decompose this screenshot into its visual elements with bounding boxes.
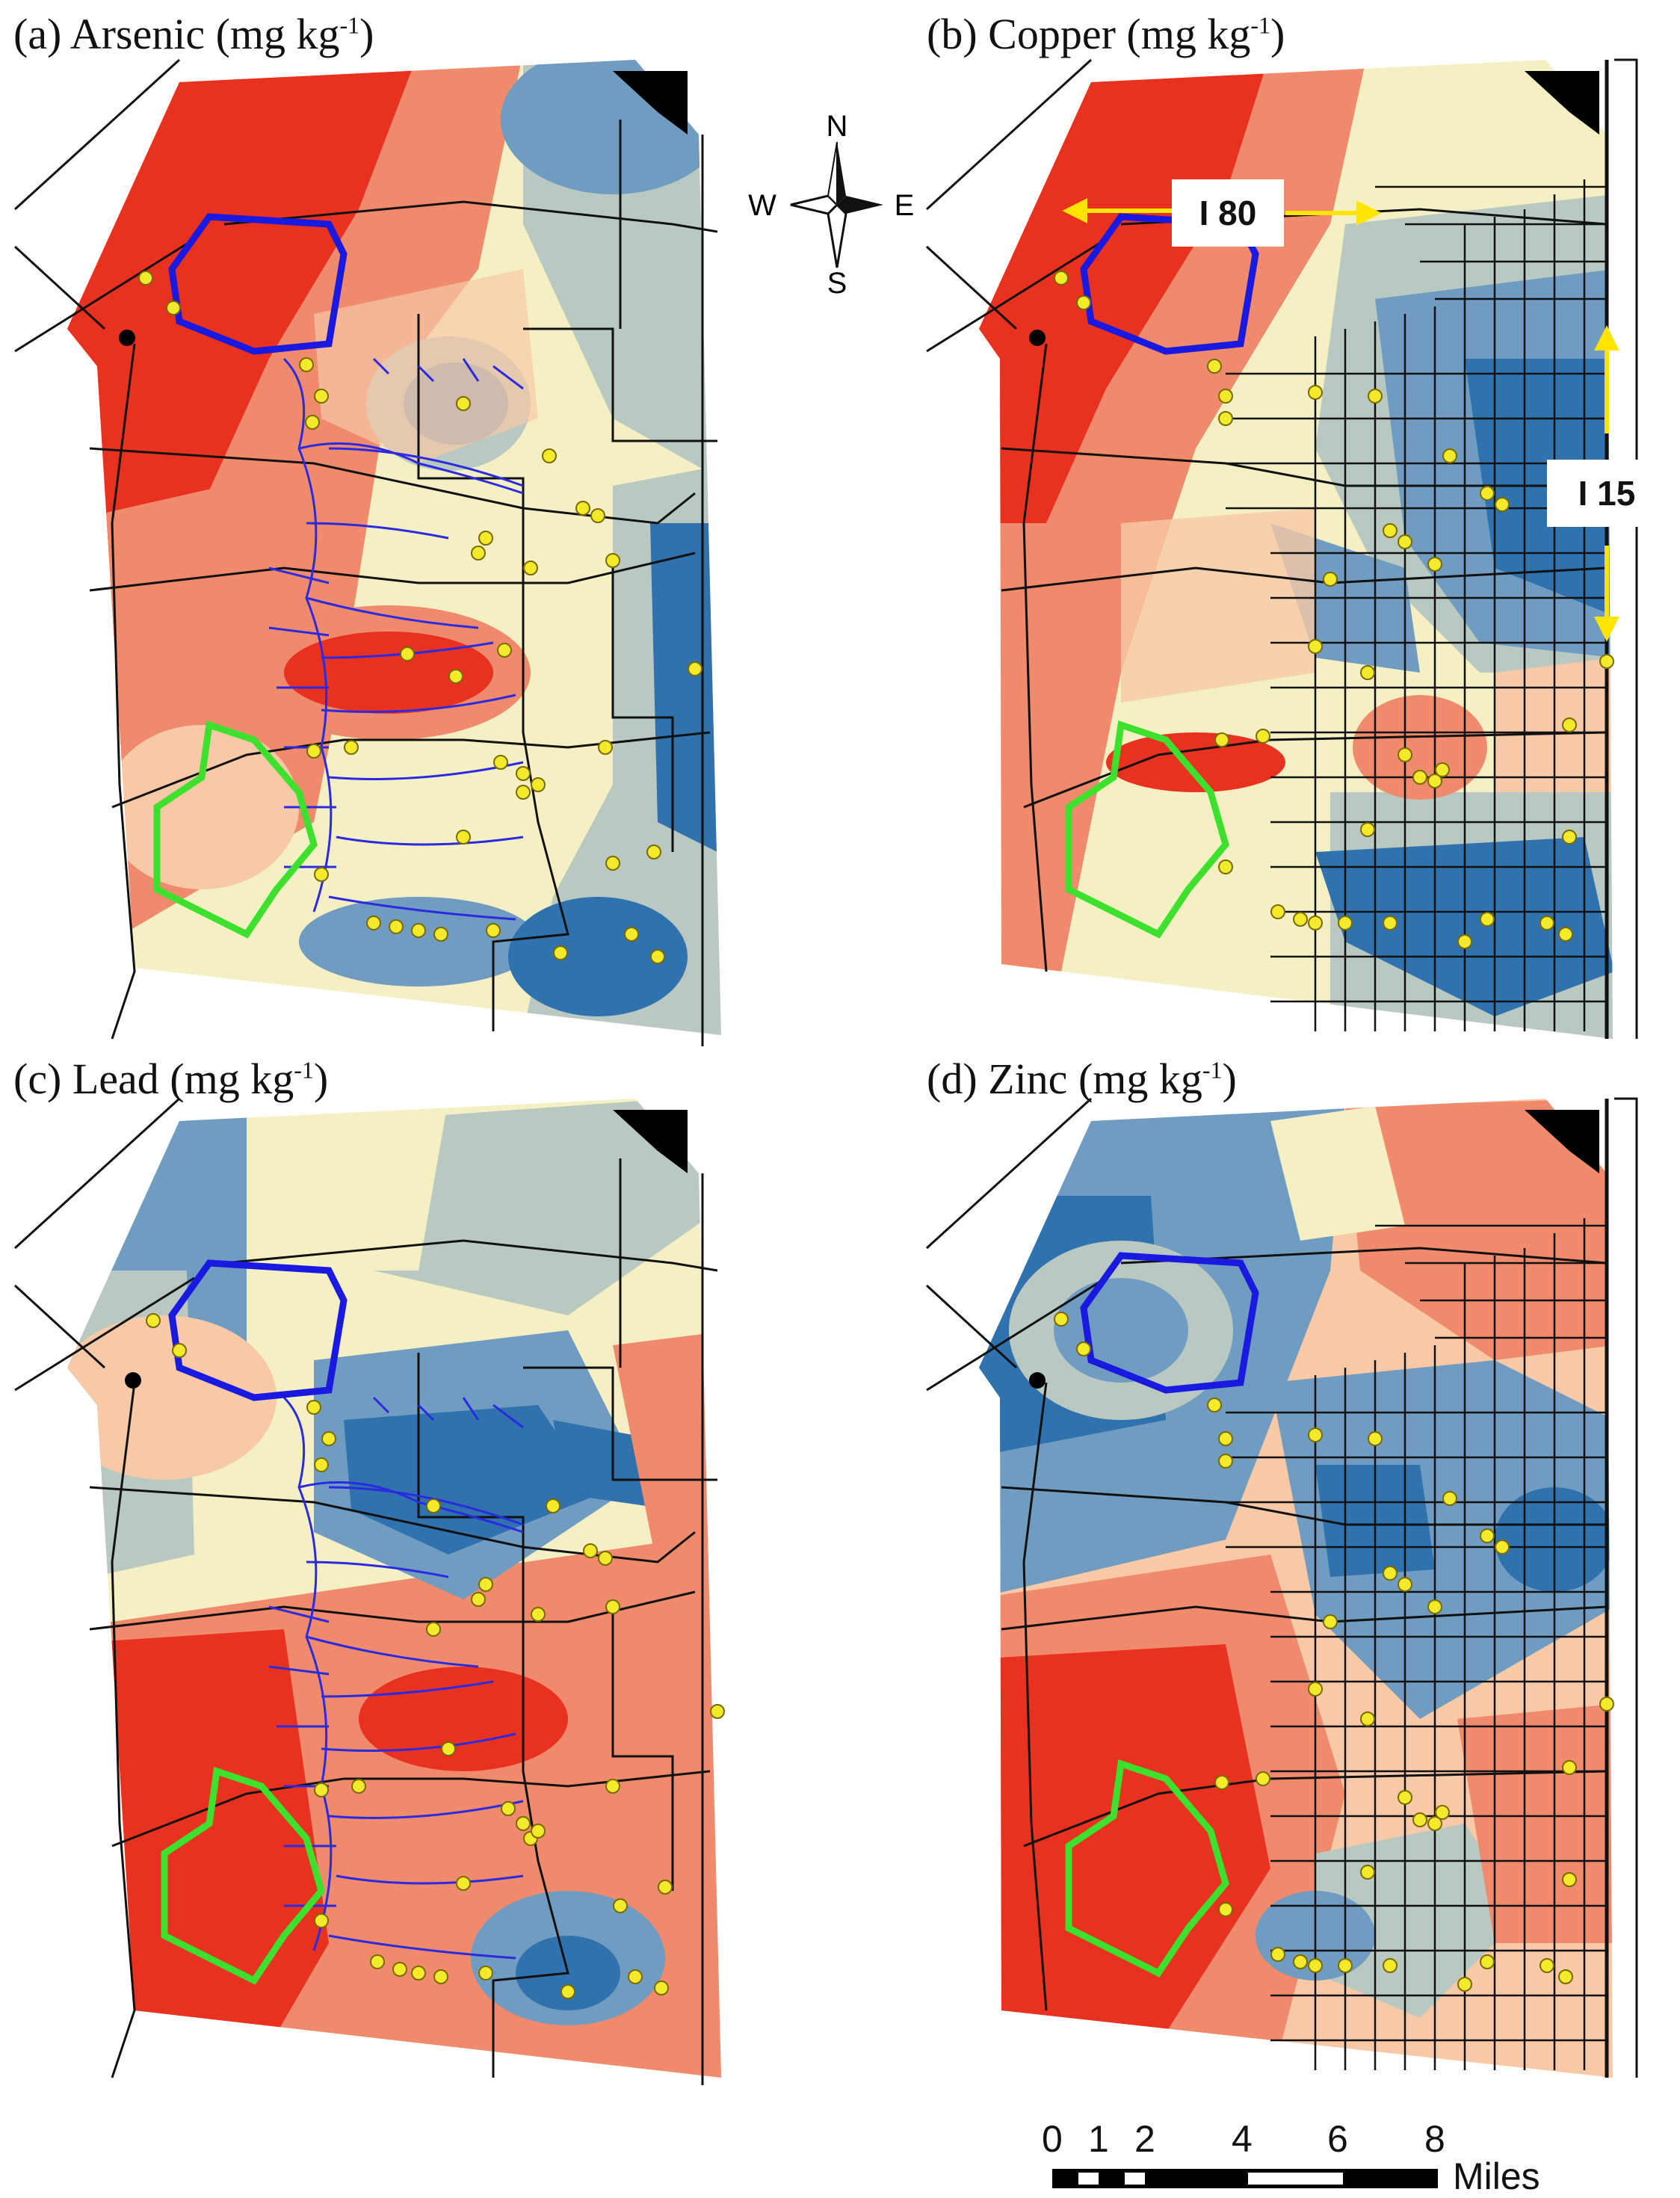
scale-tick-6: 6 (1327, 2118, 1348, 2160)
panel-b-title: (b) Copper (mg kg-1) (927, 9, 1285, 59)
compass-e: E (895, 189, 915, 222)
scale-tick-1: 1 (1088, 2118, 1109, 2160)
panel-c-unit: (mg kg (170, 1055, 294, 1103)
i80-label: I 80 (1172, 179, 1284, 247)
panel-a-label: (a) (13, 10, 62, 58)
panel-c-unit-close: ) (313, 1055, 329, 1103)
panel-c-sample-points (146, 1313, 725, 1999)
panel-d-map (925, 1097, 1638, 2078)
panel-d-unit: (mg kg (1078, 1055, 1202, 1103)
panel-d-unit-close: ) (1222, 1055, 1237, 1103)
panel-a-map (13, 58, 721, 1046)
scale-tick-8: 8 (1424, 2118, 1445, 2160)
panel-d-element: Zinc (988, 1055, 1068, 1103)
panel-a-unit: (mg kg (215, 10, 340, 58)
panel-b-unit: (mg kg (1126, 10, 1251, 58)
scale-tick-0: 0 (1042, 2118, 1063, 2160)
scale-unit: Miles (1453, 2155, 1540, 2197)
panel-d-label: (d) (927, 1055, 978, 1103)
panel-d-street-grid (1226, 1097, 1638, 2078)
panel-b-label: (b) (927, 10, 978, 58)
panel-b-sample-points (1054, 271, 1614, 949)
panel-c-unit-exp: -1 (294, 1056, 314, 1084)
panel-b-unit-close: ) (1270, 10, 1285, 58)
panel-c-map (13, 1097, 725, 2085)
panel-c-label: (c) (13, 1055, 62, 1103)
panel-c-element: Lead (72, 1055, 159, 1103)
panel-b-element: Copper (988, 10, 1116, 58)
panel-d-unit-exp: -1 (1202, 1056, 1223, 1084)
panel-c-title: (c) Lead (mg kg-1) (13, 1054, 328, 1104)
compass-s: S (827, 267, 847, 300)
panel-d-sample-points (1054, 1312, 1614, 1992)
panel-a-element: Arsenic (70, 10, 206, 58)
compass-n: N (827, 110, 848, 143)
panel-a-unit-close: ) (359, 10, 374, 58)
scale-bar (1052, 2169, 1438, 2188)
i15-label: I 15 (1547, 460, 1667, 527)
panel-b-map (925, 58, 1638, 1039)
compass-w: W (748, 189, 776, 222)
panel-d-title: (d) Zinc (mg kg-1) (927, 1054, 1237, 1104)
panel-a-unit-exp: -1 (339, 11, 360, 39)
panel-a-title: (a) Arsenic (mg kg-1) (13, 9, 374, 59)
compass-rose-icon: N S W E (748, 110, 914, 300)
scale-tick-2: 2 (1134, 2118, 1155, 2160)
panel-a-sample-points (138, 271, 702, 964)
panel-b-unit-exp: -1 (1250, 11, 1270, 39)
panel-b-highway-arrows (1062, 198, 1619, 642)
scale-tick-4: 4 (1232, 2118, 1253, 2160)
